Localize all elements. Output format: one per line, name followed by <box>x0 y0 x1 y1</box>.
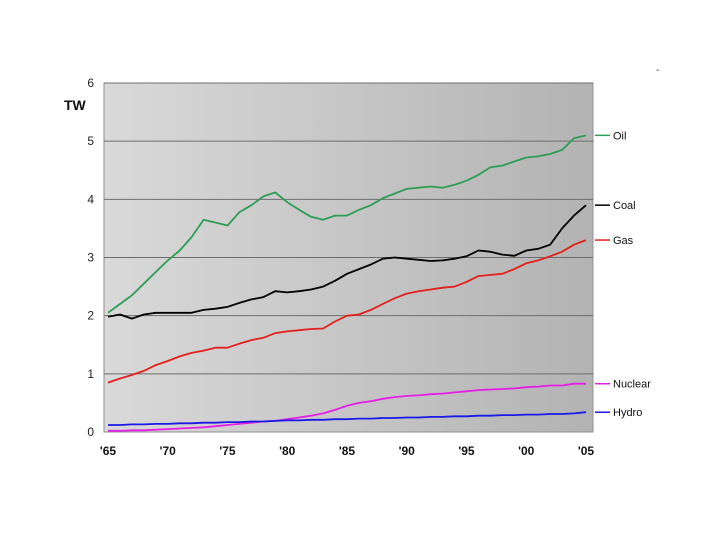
y-tick-label: 4 <box>87 192 94 206</box>
series-lines <box>107 134 587 432</box>
legend-label-oil: Oil <box>613 130 626 142</box>
x-tick-label: '75 <box>219 444 236 458</box>
y-tick-label: 1 <box>87 367 94 381</box>
x-tick-label: '95 <box>458 444 475 458</box>
series-line-gas <box>107 239 587 384</box>
x-tick-label: '00 <box>518 444 535 458</box>
x-tick-label: '85 <box>339 444 356 458</box>
y-tick-label: 0 <box>87 425 94 439</box>
y-tick-label: 5 <box>87 134 94 148</box>
series-line-hydro <box>108 411 587 426</box>
y-tick-label: 2 <box>87 309 94 323</box>
x-tick-label: '05 <box>578 444 595 458</box>
y-tick-label: 3 <box>87 251 94 265</box>
legend-label-hydro: Hydro <box>613 407 642 419</box>
x-axis-ticks: '65 '70 '75 '80 '85 '90 '95 '00 '05 <box>100 444 595 458</box>
legend-label-gas: Gas <box>613 235 634 247</box>
gridlines <box>104 82 593 375</box>
y-axis-ticks: 0 1 2 3 4 5 6 <box>87 76 94 439</box>
y-unit-label: TW <box>64 97 87 113</box>
x-tick-label: '65 <box>100 444 117 458</box>
series-line-oil <box>107 134 587 314</box>
series-line-nuclear <box>108 382 586 432</box>
series-line-coal <box>107 204 587 320</box>
legend: Oil Coal Gas Nuclear Hydro <box>595 130 651 419</box>
x-tick-label: '80 <box>279 444 296 458</box>
x-tick-label: '90 <box>399 444 416 458</box>
legend-label-nuclear: Nuclear <box>613 379 651 391</box>
x-tick-label: '70 <box>160 444 177 458</box>
legend-label-coal: Coal <box>613 200 636 212</box>
corner-mark: - <box>656 65 659 76</box>
y-tick-label: 6 <box>87 76 94 90</box>
